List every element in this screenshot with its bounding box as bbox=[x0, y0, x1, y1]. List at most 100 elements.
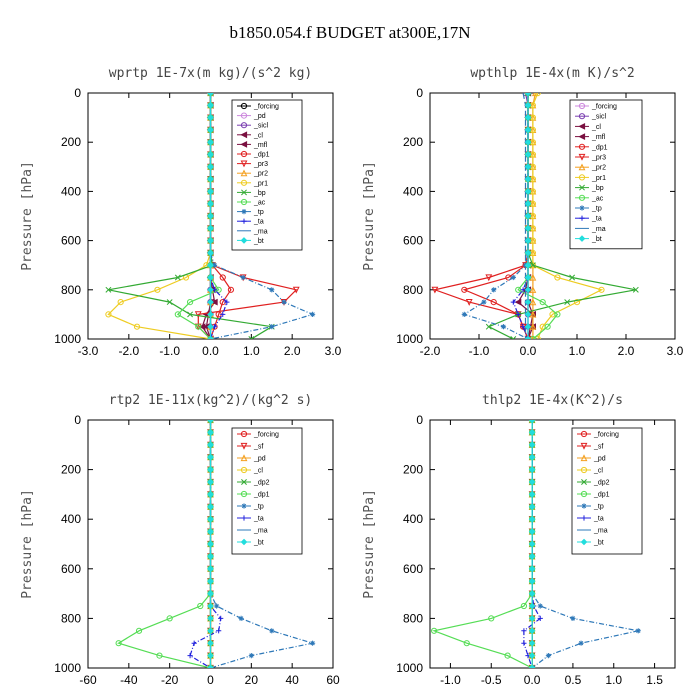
x-tick-label: -0.5 bbox=[481, 673, 502, 687]
x-tick-label: 3.0 bbox=[667, 344, 684, 358]
data-point-pr1 bbox=[133, 323, 141, 330]
y-tick-label: 800 bbox=[403, 611, 423, 625]
series-line-ac bbox=[517, 93, 559, 339]
y-tick-label: 600 bbox=[403, 234, 423, 248]
legend-label: _ma bbox=[593, 528, 608, 535]
data-point-bt bbox=[528, 540, 536, 548]
y-tick-label: 1000 bbox=[396, 661, 423, 675]
legend-label: _bt bbox=[253, 540, 264, 547]
x-tick-label: -1.0 bbox=[440, 673, 461, 687]
data-point-pr1 bbox=[534, 93, 541, 97]
y-tick-label: 200 bbox=[403, 135, 423, 149]
data-point-bt bbox=[528, 652, 536, 659]
data-point-bt bbox=[528, 491, 536, 498]
data-point-bt bbox=[207, 335, 214, 339]
legend-label: _tp bbox=[253, 209, 264, 216]
data-point-pr2 bbox=[529, 286, 537, 293]
legend-label: _pr3 bbox=[591, 155, 606, 162]
legend-label: _ma bbox=[591, 226, 606, 233]
legend-marker bbox=[240, 442, 248, 450]
data-point-bt bbox=[207, 151, 214, 158]
data-point-bt bbox=[207, 453, 214, 461]
data-point-bt bbox=[207, 565, 214, 573]
legend-label: _dp1 bbox=[253, 152, 270, 159]
legend-label: _ac bbox=[591, 195, 604, 202]
x-tick-label: 0.5 bbox=[565, 673, 582, 687]
panel-wpthlp: wpthlp 1E-4x(m K)/s^2 Pressure [hPa] -2.0 -… bbox=[362, 66, 684, 358]
y-axis-label: Pressure [hPa] bbox=[20, 489, 35, 599]
data-point-tp bbox=[510, 274, 516, 281]
legend: _forcing _pd _sicl _cl _mfl _dp1 _pr3 _pr2 _pr1 _… bbox=[231, 99, 303, 251]
data-point-bt bbox=[528, 639, 536, 647]
data-point-bt bbox=[524, 249, 532, 257]
data-point-bt bbox=[524, 298, 532, 306]
data-point-pr1 bbox=[554, 274, 561, 281]
data-point-tp bbox=[545, 653, 552, 659]
x-tick-label: -2.0 bbox=[420, 344, 441, 358]
legend: _forcing _sf _pd _cl _dp2 _dp1 _tp _ta _ma _bt bbox=[231, 427, 303, 555]
legend-marker bbox=[581, 479, 587, 485]
data-point-bt bbox=[528, 553, 536, 560]
data-point-pr1 bbox=[598, 286, 605, 293]
legend-marker bbox=[240, 112, 248, 119]
legend-marker bbox=[240, 430, 248, 438]
data-point-tp bbox=[537, 603, 543, 609]
data-point-bt bbox=[207, 491, 214, 498]
legend-marker bbox=[579, 215, 585, 221]
legend-marker bbox=[240, 179, 248, 186]
data-point-bt bbox=[528, 453, 536, 461]
y-tick-label: 600 bbox=[61, 562, 81, 576]
data-point-bt bbox=[207, 466, 214, 473]
data-point-bt bbox=[207, 224, 214, 232]
data-point-bt bbox=[528, 627, 536, 635]
y-tick-label: 200 bbox=[61, 135, 81, 149]
legend-label: _bp bbox=[253, 190, 266, 197]
plot-area bbox=[105, 93, 316, 339]
data-point-mfl bbox=[514, 298, 522, 306]
plot-frame bbox=[429, 92, 676, 340]
panel-title: wpthlp 1E-4x(m K)/s^2 bbox=[470, 66, 634, 81]
data-point-pr2 bbox=[531, 93, 539, 97]
data-point-ta bbox=[521, 628, 527, 634]
data-point-ac bbox=[174, 311, 181, 318]
panel-thlp2: thlp2 1E-4x(K^2)/s Pressure [hPa] -1.0 -0.5… bbox=[362, 393, 676, 687]
data-point-bp bbox=[248, 336, 255, 339]
x-tick-label: 0 bbox=[207, 673, 214, 687]
data-point-pr2 bbox=[529, 322, 537, 330]
data-point-dp1 bbox=[461, 286, 468, 293]
data-point-bt bbox=[207, 441, 214, 449]
legend-label: _forcing bbox=[253, 432, 279, 439]
data-point-tp bbox=[309, 640, 316, 646]
data-point-pr3 bbox=[485, 274, 493, 282]
x-tick-label: -60 bbox=[79, 673, 97, 687]
data-point-bt bbox=[207, 138, 214, 146]
data-point-bt bbox=[524, 274, 532, 281]
data-point-pr2 bbox=[529, 298, 537, 306]
legend-marker bbox=[580, 466, 588, 474]
data-point-tp bbox=[635, 628, 641, 634]
data-point-pr3 bbox=[292, 286, 300, 294]
legend-label: _ma bbox=[253, 228, 268, 235]
y-tick-label: 1000 bbox=[54, 332, 81, 346]
data-point-bt bbox=[207, 93, 214, 97]
data-point-bt bbox=[207, 249, 214, 257]
y-tick-label: 0 bbox=[74, 413, 81, 427]
legend-marker bbox=[578, 133, 586, 141]
y-tick-label: 600 bbox=[61, 234, 81, 248]
data-point-tp bbox=[269, 628, 275, 634]
data-point-bt bbox=[207, 577, 214, 585]
legend-marker bbox=[580, 538, 588, 546]
data-point-ta bbox=[521, 640, 527, 646]
legend-marker bbox=[580, 430, 588, 438]
legend-label: _pr3 bbox=[253, 161, 268, 168]
data-point-bt bbox=[528, 528, 536, 535]
legend-marker bbox=[240, 454, 248, 462]
data-point-bt bbox=[528, 503, 536, 511]
data-point-tp bbox=[269, 324, 275, 330]
data-point-dp1 bbox=[227, 286, 235, 293]
data-point-bt bbox=[524, 212, 532, 220]
y-axis-label: Pressure [hPa] bbox=[20, 161, 35, 271]
data-point-tp bbox=[481, 299, 487, 305]
data-point-bt bbox=[207, 212, 214, 220]
legend-label: _mfl bbox=[591, 134, 606, 141]
